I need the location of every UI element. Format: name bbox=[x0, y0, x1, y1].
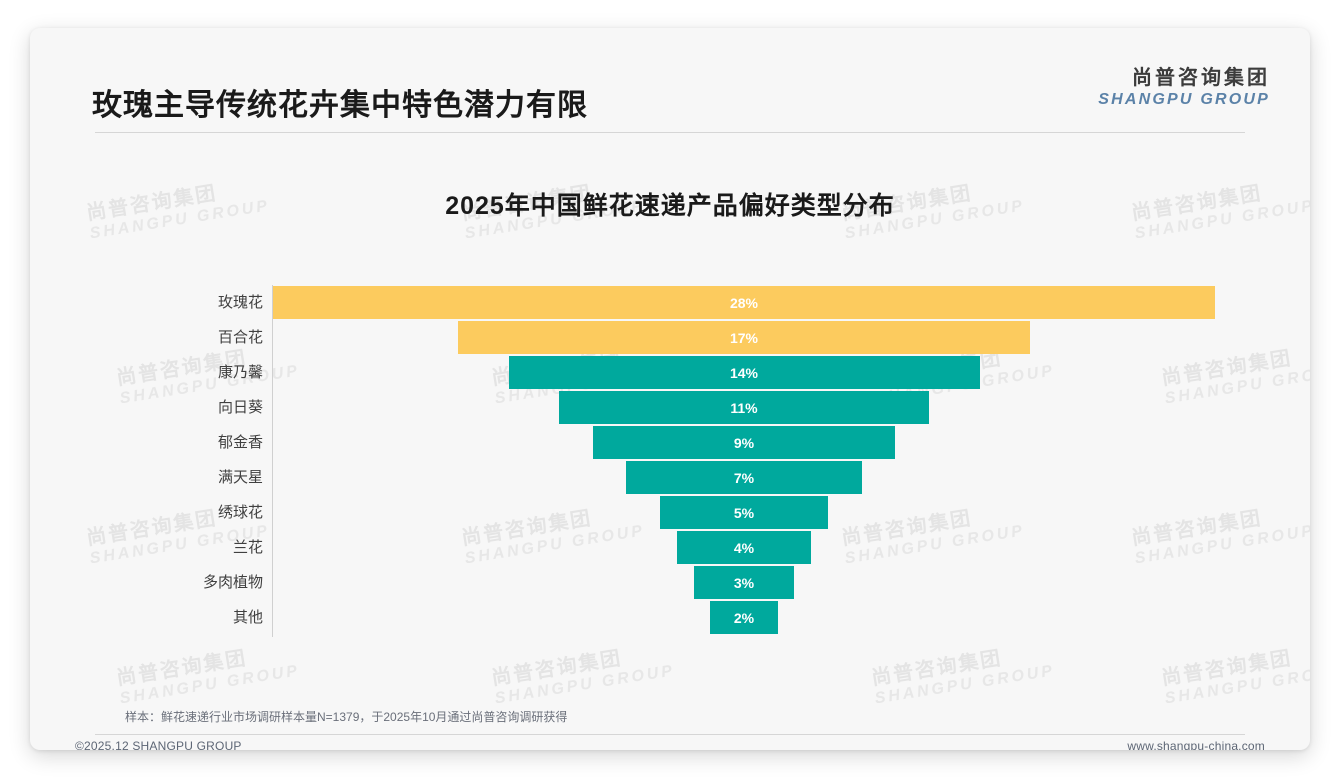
bar-track: 9% bbox=[273, 425, 1215, 460]
category-label: 多肉植物 bbox=[202, 574, 263, 591]
website-link[interactable]: www.shangpu-china.com bbox=[1127, 739, 1265, 750]
chart-bar-row: 兰花 4% bbox=[125, 530, 1215, 565]
bar-value-label: 28% bbox=[729, 294, 759, 311]
chart-bar-row: 玫瑰花 28% bbox=[125, 285, 1215, 320]
category-label: 满天星 bbox=[217, 469, 263, 486]
category-label: 兰花 bbox=[232, 539, 263, 556]
chart-bar[interactable]: 28% bbox=[273, 286, 1215, 319]
chart-bar-row: 绣球花 5% bbox=[125, 495, 1215, 530]
chart-bar-row: 其他 2% bbox=[125, 600, 1215, 635]
bar-track: 11% bbox=[273, 390, 1215, 425]
bar-value-label: 17% bbox=[729, 329, 758, 346]
category-label: 向日葵 bbox=[217, 399, 263, 416]
bar-track: 14% bbox=[273, 355, 1215, 390]
category-label: 康乃馨 bbox=[217, 364, 263, 381]
chart-bar[interactable]: 5% bbox=[659, 496, 829, 529]
bar-value-label: 5% bbox=[733, 504, 755, 521]
chart-bar-row: 满天星 7% bbox=[125, 460, 1215, 495]
category-label: 百合花 bbox=[217, 329, 263, 346]
chart-plot-area: 玫瑰花 28% 百合花 17% 康乃馨 14% 向日葵 11% 郁金香 9% 满天星 7% 绣球花 5% 兰… bbox=[125, 285, 1215, 645]
footer-divider bbox=[95, 734, 1245, 735]
category-label: 郁金香 bbox=[217, 434, 263, 451]
category-label: 其他 bbox=[232, 609, 263, 626]
y-axis-line bbox=[272, 285, 273, 637]
chart-bar-row: 康乃馨 14% bbox=[125, 355, 1215, 390]
chart-bar-row: 郁金香 9% bbox=[125, 425, 1215, 460]
chart-container: 2025年中国鲜花速递产品偏好类型分布 玫瑰花 28% 百合花 17% 康乃馨 14% 向日… bbox=[30, 133, 1310, 673]
page-title: 玫瑰主导传统花卉集中特色潜力有限 bbox=[92, 89, 588, 122]
chart-bar-row: 向日葵 11% bbox=[125, 390, 1215, 425]
bar-value-label: 2% bbox=[733, 609, 755, 626]
chart-footnote: 样本：鲜花速递行业市场调研样本量N=1379，于2025年10月通过尚普咨询调研… bbox=[125, 710, 568, 724]
bar-value-label: 14% bbox=[729, 364, 759, 381]
header-divider bbox=[95, 132, 1245, 133]
brand-logo: 尚普咨询集团 SHANGPU GROUP bbox=[1098, 66, 1270, 110]
slide-header: 玫瑰主导传统花卉集中特色潜力有限 尚普咨询集团 SHANGPU GROUP bbox=[30, 28, 1310, 133]
copyright-text: ©2025.12 SHANGPU GROUP bbox=[75, 739, 242, 750]
bar-track: 2% bbox=[273, 600, 1215, 635]
chart-bar-row: 百合花 17% bbox=[125, 320, 1215, 355]
chart-bar[interactable]: 11% bbox=[558, 391, 930, 424]
bar-rows: 玫瑰花 28% 百合花 17% 康乃馨 14% 向日葵 11% 郁金香 9% 满天星 7% 绣球花 5% 兰… bbox=[125, 285, 1215, 635]
bar-track: 28% bbox=[273, 285, 1215, 320]
chart-title: 2025年中国鲜花速递产品偏好类型分布 bbox=[445, 192, 895, 220]
slide-card: 尚普咨询集团 SHANGPU GROUP 尚普咨询集团 SHANGPU GROUP 尚普… bbox=[30, 28, 1310, 750]
bar-value-label: 4% bbox=[733, 539, 755, 556]
chart-bar[interactable]: 3% bbox=[693, 566, 795, 599]
chart-bar[interactable]: 2% bbox=[710, 601, 778, 634]
bar-track: 5% bbox=[273, 495, 1215, 530]
chart-bar[interactable]: 9% bbox=[592, 426, 896, 459]
category-label: 绣球花 bbox=[217, 504, 263, 521]
bar-value-label: 7% bbox=[733, 469, 755, 486]
bar-value-label: 3% bbox=[733, 574, 755, 591]
bar-track: 17% bbox=[273, 320, 1215, 355]
category-label: 玫瑰花 bbox=[217, 294, 263, 311]
bar-track: 7% bbox=[273, 460, 1215, 495]
chart-bar-row: 多肉植物 3% bbox=[125, 565, 1215, 600]
brand-name-en: SHANGPU GROUP bbox=[1098, 91, 1270, 108]
chart-bar[interactable]: 14% bbox=[508, 356, 980, 389]
brand-name-cn: 尚普咨询集团 bbox=[1132, 67, 1270, 89]
chart-bar[interactable]: 7% bbox=[626, 461, 862, 494]
chart-bar[interactable]: 4% bbox=[676, 531, 812, 564]
slide-footer: ©2025.12 SHANGPU GROUP www.shangpu-china… bbox=[30, 735, 1310, 750]
bar-track: 4% bbox=[273, 530, 1215, 565]
bar-track: 3% bbox=[273, 565, 1215, 600]
bar-value-label: 11% bbox=[730, 399, 758, 416]
chart-bar[interactable]: 17% bbox=[458, 321, 1030, 354]
bar-value-label: 9% bbox=[733, 434, 755, 451]
